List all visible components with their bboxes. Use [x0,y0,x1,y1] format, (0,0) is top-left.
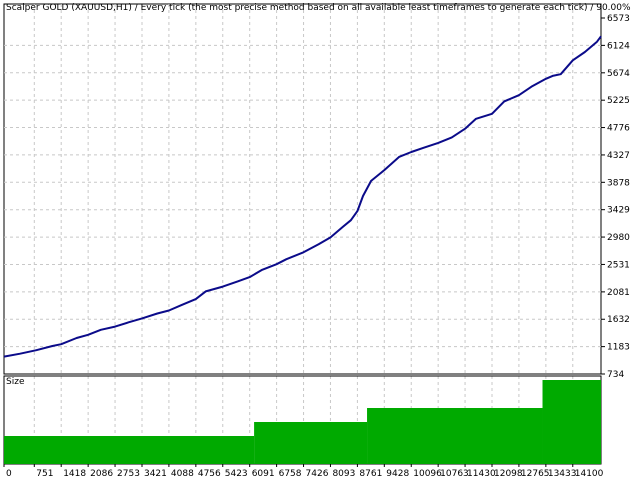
x-tick-label: 10763 [440,469,469,479]
x-tick-label: 0 [6,469,12,479]
x-tick-label: 4756 [198,469,221,479]
y-tick-label: 734 [607,370,624,380]
x-tick-label: 6758 [279,469,302,479]
y-tick-label: 4776 [607,124,630,134]
size-step-bar [367,408,543,464]
x-tick-label: 4088 [171,469,194,479]
x-tick-label: 10096 [413,469,442,479]
y-tick-label: 3878 [607,178,630,188]
y-tick-label: 2081 [607,288,630,298]
x-tick-label: 3421 [144,469,167,479]
y-tick-label: 6573 [607,14,630,24]
x-tick-label: 14100 [575,469,604,479]
size-step-bar [4,436,255,464]
size-step-bar [542,380,601,464]
main-panel-frame [3,3,602,375]
y-tick-label: 5674 [607,69,630,79]
x-tick-label: 1418 [63,469,86,479]
balance-line [3,35,602,358]
y-tick-label: 1183 [607,343,630,353]
y-tick-label: 2980 [607,233,630,243]
y-tick-label: 4327 [607,151,630,161]
x-tick-label: 6091 [252,469,275,479]
x-tick-label: 8761 [359,469,382,479]
x-tick-label: 2086 [90,469,113,479]
graph-title: Scalper GOLD (XAUUSD,H1) / Every tick (t… [6,3,631,13]
y-tick-label: 5225 [607,96,630,106]
x-tick-label: 5423 [225,469,248,479]
x-tick-label: 12098 [494,469,523,479]
x-tick-label: 13433 [548,469,577,479]
x-tick-label: 8093 [332,469,355,479]
y-tick-label: 1632 [607,315,630,325]
x-tick-label: 12765 [521,469,550,479]
y-tick-label: 6124 [607,41,630,51]
x-tick-label: 751 [36,469,53,479]
y-tick-label: 2531 [607,260,630,270]
y-tick-label: 3429 [607,206,630,216]
size-step-bar [254,422,368,464]
x-tick-label: 11430 [467,469,496,479]
x-tick-label: 7426 [306,469,329,479]
size-panel-title: Size [6,377,25,387]
x-tick-label: 9428 [386,469,409,479]
x-tick-label: 2753 [117,469,140,479]
